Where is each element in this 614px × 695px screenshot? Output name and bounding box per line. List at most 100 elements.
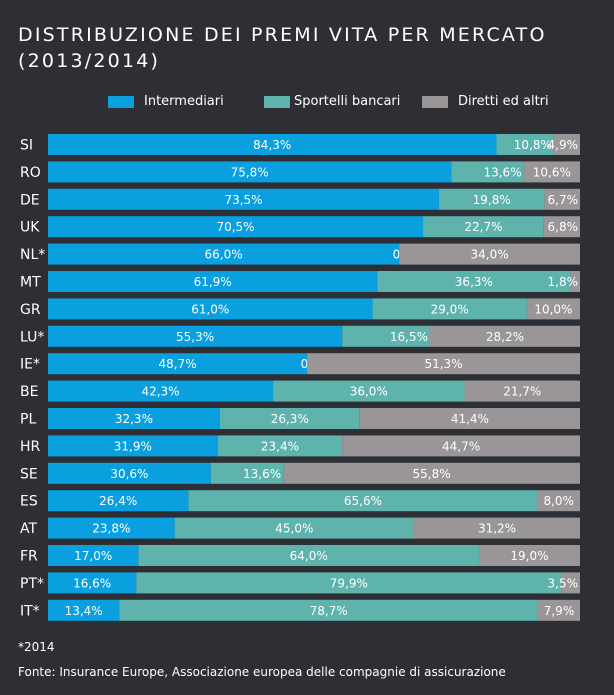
- bar-lu-series-0: [48, 325, 343, 347]
- bar-es-series-0: [48, 490, 189, 512]
- bar-ro-series-1: [451, 161, 524, 183]
- data-label-mt-series-1: 36,3%: [455, 275, 493, 289]
- footnote: *2014: [18, 640, 55, 654]
- data-label-si-series-0: 84,3%: [253, 138, 291, 152]
- bar-uk-series-0: [48, 216, 424, 238]
- bar-fr-series-2: [478, 545, 580, 566]
- bar-gr-series-0: [48, 298, 373, 320]
- data-label-hr-series-0: 31,9%: [114, 439, 152, 453]
- data-label-it-series-1: 78,7%: [310, 604, 348, 618]
- bar-nl-series-0: [48, 243, 400, 265]
- category-label-ie: IE*: [20, 357, 40, 373]
- bar-lu-series-1: [342, 325, 430, 347]
- bar-pt-series-1: [136, 572, 562, 594]
- category-label-de: DE: [20, 192, 40, 208]
- bar-mt-series-0: [48, 271, 378, 292]
- category-label-hr: HR: [20, 439, 41, 455]
- legend: Intermediari Sportelli bancari Diretti e…: [0, 94, 614, 110]
- data-label-ie-series-0: 48,7%: [158, 357, 196, 371]
- bar-es-series-1: [188, 490, 538, 512]
- bar-pt-series-0: [48, 572, 137, 594]
- data-label-at-series-0: 23,8%: [92, 522, 130, 536]
- bar-be-series-0: [48, 380, 274, 402]
- category-label-gr: GR: [20, 302, 41, 318]
- data-label-se-series-0: 30,6%: [110, 467, 148, 481]
- category-label-it: IT*: [20, 603, 40, 619]
- category-label-uk: UK: [20, 220, 40, 236]
- bar-lu-series-2: [429, 325, 580, 347]
- data-label-fr-series-1: 64,0%: [290, 549, 328, 563]
- stacked-bar-chart: SI 84,3% 10,8%4,9% RO 75,8% 13,6% 10,6% DE 73,5%…: [20, 134, 580, 621]
- data-label-ie-series-2: 51,3%: [424, 357, 462, 371]
- chart-title: DISTRIBUZIONE DEI PREMI VITA PER MERCATO…: [18, 22, 598, 74]
- data-label-mt-series-2: 1,8%: [548, 275, 579, 289]
- data-label-be-series-0: 42,3%: [141, 385, 179, 399]
- data-label-lu-series-0: 55,3%: [176, 330, 214, 344]
- legend-label-diretti: Diretti ed altri: [458, 94, 549, 109]
- category-label-ro: RO: [20, 165, 41, 181]
- bar-pt-series-2: [561, 572, 580, 594]
- bar-nl-series-2: [399, 243, 580, 265]
- bar-si-series-1: [496, 134, 554, 155]
- data-label-mt-series-0: 61,9%: [194, 275, 232, 289]
- data-label-ro-series-1: 13,6%: [483, 165, 521, 179]
- bar-se-series-2: [283, 462, 580, 484]
- data-label-be-series-1: 36,0%: [350, 385, 388, 399]
- data-label-lu-series-1: 16,5%: [390, 330, 428, 344]
- data-label-se-series-1: 13,6%: [243, 467, 281, 481]
- category-label-at: AT: [20, 521, 37, 537]
- bar-uk-series-1: [423, 216, 544, 238]
- bar-hr-series-1: [217, 435, 343, 457]
- data-label-es-series-1: 65,6%: [344, 494, 382, 508]
- data-label-fr-series-0: 17,0%: [74, 549, 112, 563]
- data-label-pt-series-1: 79,9%: [330, 576, 368, 590]
- bar-mt-series-2: [570, 271, 580, 292]
- bar-gr-series-1: [372, 298, 527, 320]
- data-label-at-series-2: 31,2%: [478, 522, 516, 536]
- data-label-lu-series-2: 28,2%: [486, 330, 524, 344]
- bar-si-series-2: [553, 134, 580, 155]
- data-label-de-series-2: 6,7%: [548, 193, 579, 207]
- bar-de-series-1: [439, 188, 545, 210]
- bar-it-series-0: [48, 599, 120, 621]
- bar-fr-series-1: [138, 545, 479, 566]
- data-label-ro-series-2: 10,6%: [533, 165, 571, 179]
- bar-at-series-0: [48, 517, 175, 539]
- data-label-at-series-1: 45,0%: [275, 522, 313, 536]
- bar-fr-series-0: [48, 545, 139, 566]
- data-label-uk-series-2: 6,8%: [548, 220, 579, 234]
- bar-gr-series-2: [526, 298, 580, 320]
- category-label-pt: PT*: [20, 576, 44, 592]
- data-label-pl-series-1: 26,3%: [271, 412, 309, 426]
- bar-ie-series-2: [307, 353, 580, 375]
- bar-be-series-1: [273, 380, 465, 402]
- category-label-fr: FR: [20, 549, 38, 565]
- data-label-hr-series-1: 23,4%: [261, 439, 299, 453]
- bar-it-series-1: [119, 599, 538, 621]
- data-label-uk-series-1: 22,7%: [464, 220, 502, 234]
- bar-se-series-1: [210, 462, 284, 484]
- bar-at-series-2: [414, 517, 580, 539]
- category-label-mt: MT: [20, 275, 41, 291]
- bar-it-series-2: [537, 599, 580, 621]
- data-label-se-series-2: 55,8%: [413, 467, 451, 481]
- bar-hr-series-0: [48, 435, 218, 457]
- data-label-pt-series-0: 16,6%: [73, 576, 111, 590]
- data-label-es-series-0: 26,4%: [99, 494, 137, 508]
- data-label-pl-series-0: 32,3%: [115, 412, 153, 426]
- category-label-es: ES: [20, 494, 38, 510]
- bar-pl-series-2: [359, 408, 580, 429]
- source-note: Fonte: Insurance Europe, Associazione eu…: [18, 665, 506, 679]
- category-label-nl: NL*: [20, 247, 45, 263]
- data-label-gr-series-2: 10,0%: [534, 302, 572, 316]
- data-label-be-series-2: 21,7%: [503, 385, 541, 399]
- data-label-pl-series-2: 41,4%: [451, 412, 489, 426]
- data-label-fr-series-2: 19,0%: [510, 549, 548, 563]
- bar-ro-series-0: [48, 161, 452, 183]
- bar-ro-series-2: [523, 161, 580, 183]
- legend-swatch-diretti: [422, 96, 448, 108]
- bar-hr-series-2: [342, 435, 580, 457]
- bar-at-series-1: [174, 517, 415, 539]
- data-label-it-series-0: 13,4%: [65, 604, 103, 618]
- data-label-de-series-1: 19,8%: [473, 193, 511, 207]
